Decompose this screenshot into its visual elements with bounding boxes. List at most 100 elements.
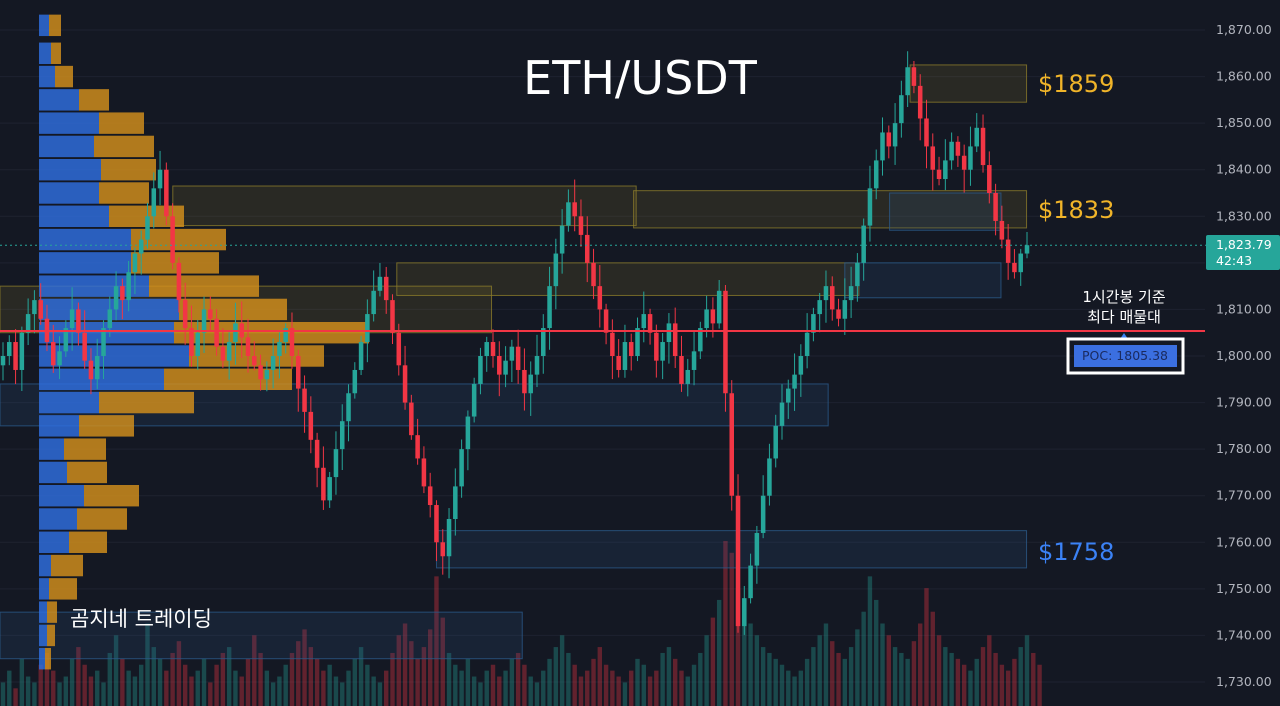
candle-body bbox=[584, 234, 590, 263]
profile-buy-bar bbox=[39, 648, 45, 670]
volume-bar bbox=[723, 541, 728, 706]
candle-body bbox=[7, 342, 12, 356]
candle-body bbox=[170, 216, 175, 263]
profile-sell-bar bbox=[49, 14, 61, 37]
candle-body bbox=[490, 342, 496, 356]
profile-buy-bar bbox=[39, 624, 47, 647]
volume-bar bbox=[1031, 652, 1036, 706]
current-price-label: 1,823.79 bbox=[1216, 237, 1272, 252]
candle-body bbox=[999, 220, 1005, 240]
profile-buy-bar bbox=[39, 159, 101, 181]
candle-body bbox=[817, 300, 822, 315]
candle-body bbox=[94, 356, 100, 380]
candle-body bbox=[767, 458, 772, 496]
volume-bar bbox=[233, 670, 238, 706]
candle-body bbox=[76, 309, 81, 333]
candle-body bbox=[886, 132, 892, 147]
profile-buy-bar bbox=[39, 578, 49, 600]
volume-bar bbox=[641, 664, 646, 706]
volume-bar bbox=[679, 670, 684, 706]
candle-body bbox=[534, 356, 540, 375]
candle-body bbox=[352, 369, 358, 394]
candle-body bbox=[189, 328, 194, 356]
candle-body bbox=[993, 193, 998, 221]
volume-bar bbox=[754, 635, 760, 706]
profile-sell-bar bbox=[84, 485, 139, 507]
profile-buy-bar bbox=[39, 531, 69, 553]
candle-body bbox=[936, 169, 942, 180]
candle-body bbox=[126, 272, 131, 301]
volume-bar bbox=[874, 599, 879, 706]
volume-bar bbox=[666, 647, 672, 706]
current-price-countdown: 42:43 bbox=[1216, 253, 1252, 268]
y-tick-label: 1,800.00 bbox=[1216, 348, 1272, 363]
volume-bar bbox=[377, 682, 383, 706]
candle-body bbox=[164, 169, 169, 217]
volume-bar bbox=[748, 623, 753, 706]
candle-body bbox=[735, 495, 741, 627]
candle-body bbox=[421, 458, 427, 487]
candle-body bbox=[748, 565, 753, 599]
volume-bar bbox=[892, 647, 898, 706]
candle-body bbox=[82, 332, 87, 361]
volume-bar bbox=[654, 670, 659, 706]
candle-body bbox=[760, 495, 766, 533]
volume-bar bbox=[578, 676, 584, 706]
candle-body bbox=[666, 323, 672, 343]
candle-body bbox=[333, 449, 339, 478]
profile-sell-bar bbox=[99, 112, 144, 134]
price-zone bbox=[435, 530, 1028, 569]
candle-body bbox=[409, 402, 414, 436]
candle-body bbox=[754, 532, 760, 566]
volume-bar bbox=[151, 647, 156, 706]
candle-body bbox=[358, 342, 364, 370]
candle-body bbox=[672, 323, 678, 356]
candle-body bbox=[182, 300, 188, 329]
volume-bar bbox=[352, 658, 358, 706]
volume-bar bbox=[164, 670, 169, 706]
profile-sell-bar bbox=[131, 252, 219, 274]
volume-bar bbox=[195, 670, 200, 706]
profile-sell-bar bbox=[47, 601, 57, 623]
profile-buy-bar bbox=[39, 14, 49, 37]
volume-bar bbox=[660, 652, 665, 706]
volume-bar bbox=[798, 670, 804, 706]
candle-body bbox=[773, 425, 778, 459]
volume-bar bbox=[566, 652, 571, 706]
profile-sell-bar bbox=[69, 531, 107, 553]
brand-watermark: 곰지네 트레이딩 bbox=[70, 607, 212, 631]
volume-bar bbox=[936, 635, 942, 706]
candle-body bbox=[50, 342, 56, 366]
volume-bar bbox=[534, 682, 540, 706]
y-tick-label: 1,780.00 bbox=[1216, 441, 1272, 456]
y-tick-label: 1,740.00 bbox=[1216, 627, 1272, 642]
candlesticks bbox=[0, 51, 1030, 635]
candle-body bbox=[497, 356, 502, 375]
volume-bar bbox=[182, 664, 188, 706]
volume-bar bbox=[19, 658, 25, 706]
volume-bar bbox=[126, 670, 131, 706]
candle-body bbox=[252, 356, 257, 366]
volume-bar bbox=[434, 576, 439, 706]
volume-bar bbox=[867, 576, 873, 706]
volume-bar bbox=[911, 641, 917, 706]
profile-buy-bar bbox=[39, 89, 79, 111]
volume-bar bbox=[547, 658, 552, 706]
volume-bar bbox=[220, 652, 226, 706]
candle-body bbox=[836, 309, 841, 319]
volume-bar bbox=[484, 670, 489, 706]
candle-body bbox=[258, 365, 263, 380]
candle-body bbox=[459, 449, 464, 487]
price-axis[interactable]: 1,870.00 1,860.00 1,850.00 1,840.00 1,830.00… bbox=[1216, 22, 1272, 689]
y-tick-label: 1,750.00 bbox=[1216, 581, 1272, 596]
candle-body bbox=[955, 141, 961, 156]
volume-bar bbox=[603, 664, 609, 706]
candle-body bbox=[151, 188, 157, 217]
profile-sell-bar bbox=[131, 228, 226, 251]
volume-bar bbox=[113, 635, 119, 706]
volume-bar bbox=[597, 647, 603, 706]
volume-bar bbox=[371, 676, 376, 706]
candle-body bbox=[195, 332, 201, 356]
candle-body bbox=[176, 262, 182, 301]
